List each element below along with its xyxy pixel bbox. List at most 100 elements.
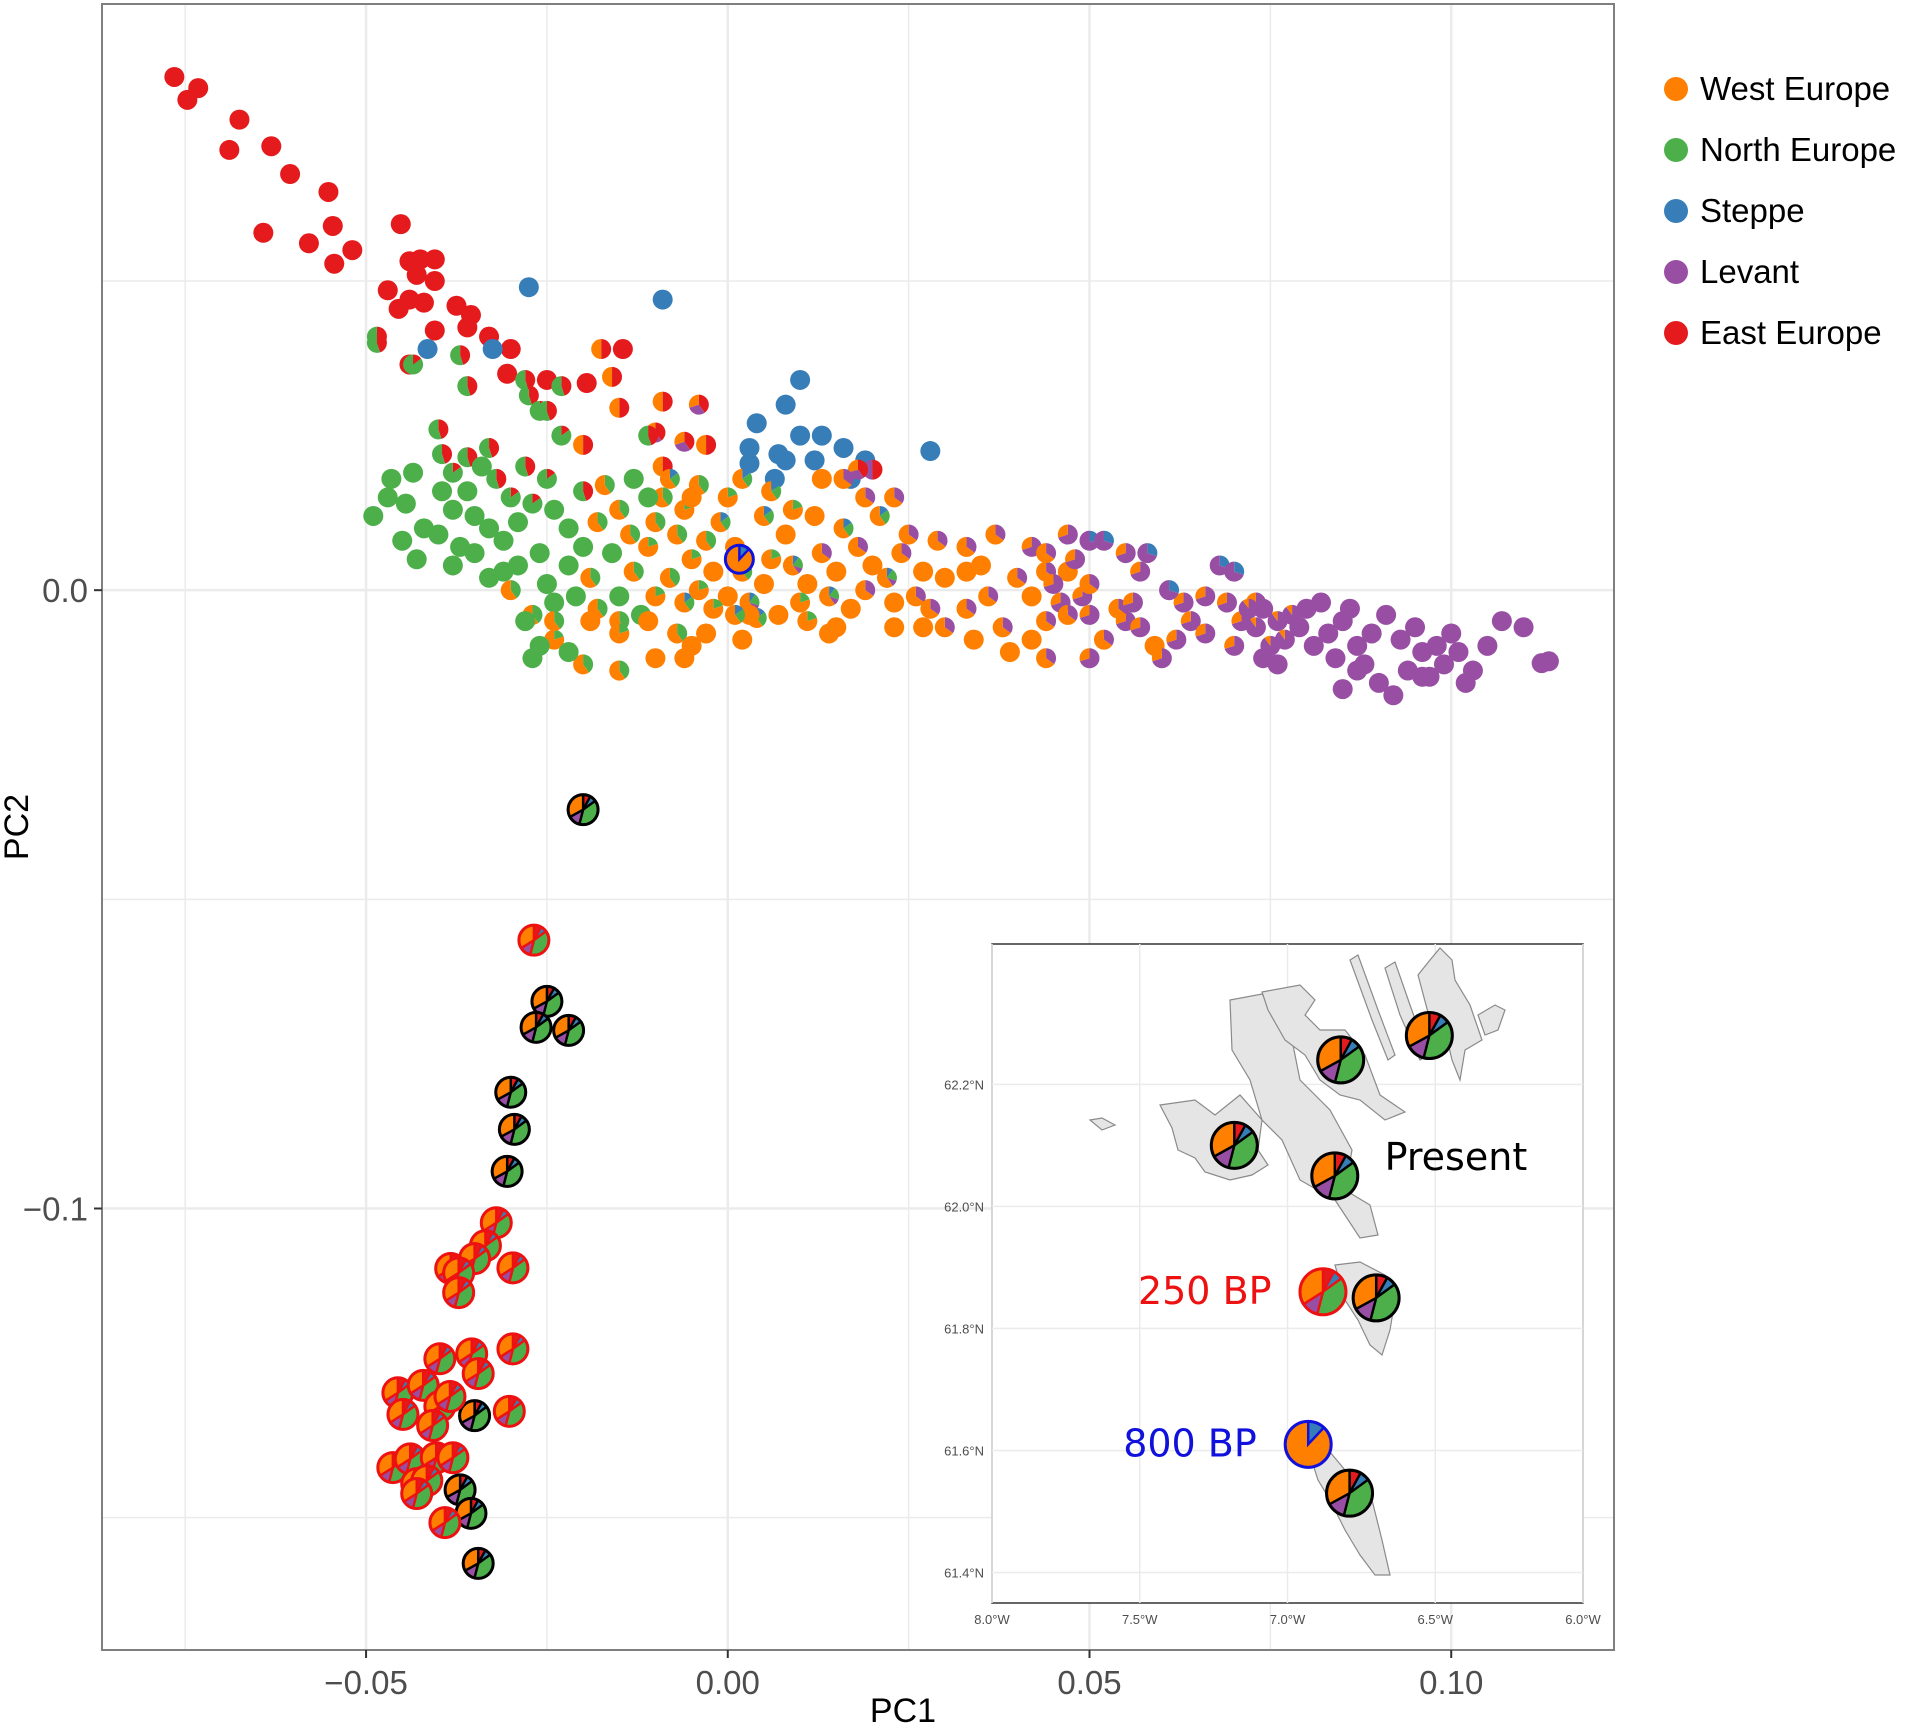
reference-point xyxy=(1079,604,1100,625)
pie-slice-west xyxy=(1057,524,1068,538)
pie-slice-north xyxy=(623,468,644,489)
pie-slice-levant xyxy=(1347,635,1368,656)
pie-slice-east xyxy=(662,391,673,412)
pie-slice-north xyxy=(800,592,810,603)
pie-slice-east xyxy=(452,462,461,473)
pie-slice-east xyxy=(684,431,695,450)
pie-slice-steppe xyxy=(1147,543,1158,557)
x-tick-label: −0.05 xyxy=(324,1664,408,1701)
pie-slice-north xyxy=(829,588,840,600)
pie-slice-levant xyxy=(1181,611,1201,632)
pie-slice-west xyxy=(775,524,796,545)
pie-outline xyxy=(723,543,755,575)
pie-outline xyxy=(490,1154,524,1188)
pie-slice-east xyxy=(324,253,345,274)
pie-slice-levant xyxy=(1405,617,1426,638)
ancient-point-present xyxy=(497,1112,531,1146)
reference-point xyxy=(424,271,445,292)
pie-slice-levant xyxy=(1383,685,1404,706)
pie-slice-west xyxy=(1050,592,1061,606)
pie-slice-steppe xyxy=(652,289,673,310)
pie-slice-levant xyxy=(1361,623,1382,644)
reference-point xyxy=(457,481,478,502)
reference-point xyxy=(471,456,492,477)
reference-point xyxy=(985,524,1006,545)
reference-point xyxy=(732,629,753,650)
pie-slice-west xyxy=(927,530,946,551)
reference-point xyxy=(1130,617,1151,638)
pie-slice-north xyxy=(363,505,384,526)
pie-slice-north xyxy=(457,376,471,397)
pie-slice-north xyxy=(403,462,424,483)
ancient-point-250-bp xyxy=(433,1379,467,1413)
pie-slice-west xyxy=(884,592,905,613)
reference-point xyxy=(1347,635,1368,656)
pie-slice-north xyxy=(727,487,738,498)
reference-point xyxy=(390,214,411,235)
pie-slice-levant xyxy=(1491,611,1512,632)
pie-slice-steppe xyxy=(518,277,539,298)
pie-slice-north xyxy=(749,594,760,606)
pie-slice-west xyxy=(855,487,874,508)
pie-slice-levant xyxy=(988,586,999,603)
reference-point xyxy=(855,487,876,508)
reference-point xyxy=(956,536,977,557)
reference-point xyxy=(406,549,427,570)
pie-slice-steppe xyxy=(790,425,811,446)
pie-slice-west xyxy=(848,459,858,473)
inset-pie-present xyxy=(1404,1011,1454,1061)
reference-point xyxy=(1426,635,1447,656)
pie-slice-levant xyxy=(930,598,941,615)
pie-outline xyxy=(461,1546,495,1580)
pie-slice-west xyxy=(782,555,799,576)
pie-slice-west xyxy=(1180,611,1191,625)
reference-point xyxy=(602,543,623,564)
reference-point xyxy=(1036,611,1057,632)
pie-slice-west xyxy=(696,623,717,644)
pie-slice-levant xyxy=(1067,604,1078,621)
reference-point xyxy=(497,363,518,384)
pie-slice-north xyxy=(518,385,532,406)
inset-pie-present xyxy=(1351,1273,1401,1323)
reference-point xyxy=(500,580,521,601)
inset-lon-label: 7.5°W xyxy=(1122,1612,1158,1627)
reference-point xyxy=(732,468,753,489)
reference-point xyxy=(1137,543,1158,564)
pie-slice-west xyxy=(869,505,886,526)
pie-slice-steppe xyxy=(775,394,796,415)
x-tick-label: 0.10 xyxy=(1419,1664,1483,1701)
reference-point xyxy=(424,320,445,341)
pie-slice-levant xyxy=(1245,617,1266,638)
pie-slice-north xyxy=(406,549,427,570)
pie-slice-north xyxy=(742,473,753,487)
reference-point xyxy=(544,592,565,613)
pie-outline xyxy=(494,1075,528,1109)
ancient-point-250-bp xyxy=(517,923,551,957)
reference-point xyxy=(609,397,630,418)
pie-slice-west xyxy=(580,567,597,588)
reference-point xyxy=(1036,543,1057,564)
pie-slice-steppe xyxy=(720,512,729,523)
ancient-point-present xyxy=(461,1546,495,1580)
reference-point xyxy=(363,505,384,526)
reference-point xyxy=(746,413,767,434)
pie-slice-north xyxy=(515,369,529,390)
pie-slice-east xyxy=(655,422,666,441)
pie-slice-west xyxy=(811,468,832,489)
pie-slice-north xyxy=(544,499,565,520)
reference-point xyxy=(819,586,840,607)
pie-slice-west xyxy=(1195,586,1206,600)
reference-point xyxy=(833,468,854,489)
island-shape xyxy=(1349,954,1396,1061)
reference-point xyxy=(464,505,485,526)
pie-slice-north xyxy=(522,648,543,669)
pie-slice-east xyxy=(698,394,709,413)
reference-point xyxy=(739,604,760,625)
pie-slice-east xyxy=(413,354,422,365)
x-tick-label: 0.00 xyxy=(696,1664,760,1701)
reference-point xyxy=(442,462,463,483)
legend-label-east: East Europe xyxy=(1700,313,1882,351)
pie-slice-levant xyxy=(821,543,832,559)
reference-point xyxy=(395,493,416,514)
reference-point xyxy=(1448,642,1469,663)
